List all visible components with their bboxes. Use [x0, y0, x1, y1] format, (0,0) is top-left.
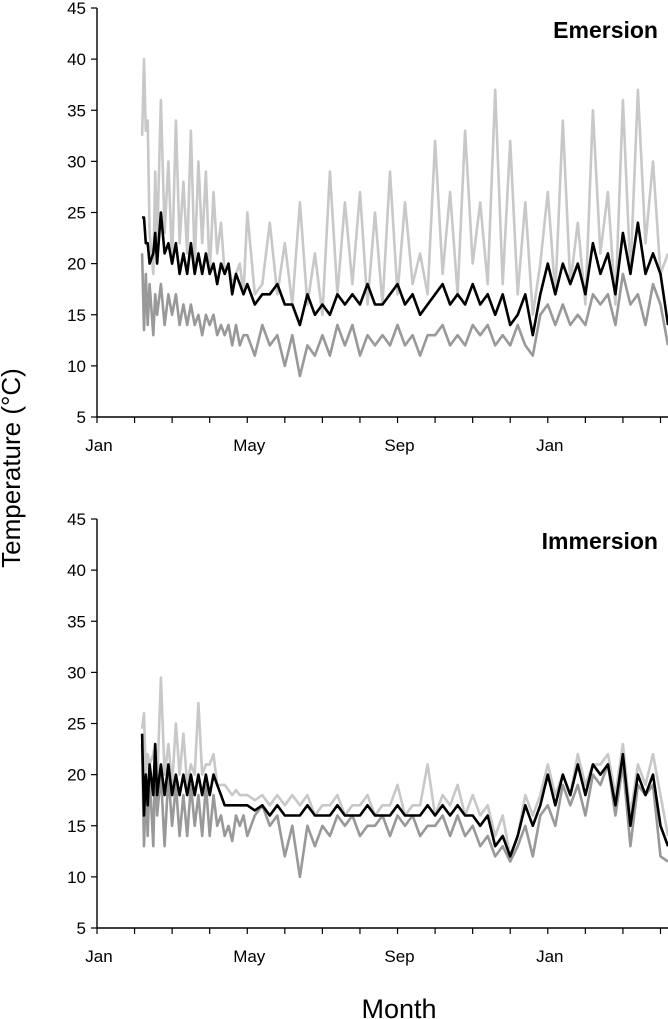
y-tick-label: 30: [67, 152, 86, 171]
y-tick-label: 30: [67, 663, 86, 682]
x-axis-label: Month: [361, 994, 436, 1019]
chart-immersion: 5 10 15 20 25 30 35 40 45 Jan May Sep Jan Immersion: [67, 510, 668, 966]
y-tick-label: 40: [67, 561, 86, 580]
y-tick-label: 25: [67, 204, 86, 223]
y-tick-label: 25: [67, 715, 86, 734]
y-axis-label: Temperature (°C): [0, 368, 26, 568]
y-tick-label: 20: [67, 766, 86, 785]
chart-title: Emersion: [553, 17, 658, 43]
y-tick-label: 10: [67, 868, 86, 887]
y-tick-label: 35: [67, 101, 86, 120]
y-tick-label: 20: [67, 255, 86, 274]
series-line-mean: [142, 211, 668, 337]
y-tick-label: 40: [67, 50, 86, 69]
y-tick-label: 15: [67, 817, 86, 836]
series-line-min: [140, 743, 668, 879]
x-tick-label: May: [233, 436, 266, 455]
chart-emersion: 5 10 15 20 25 30 35 40 45 Jan May Sep Jan Emersion: [67, 0, 668, 455]
series-line-mean: [140, 733, 668, 858]
y-tick-label: 35: [67, 612, 86, 631]
chart-title: Immersion: [542, 528, 658, 554]
x-tick-label: Jan: [85, 947, 112, 966]
x-tick-label: Sep: [384, 436, 414, 455]
x-tick-label: Jan: [536, 947, 563, 966]
y-tick-label: 15: [67, 306, 86, 325]
y-tick-label: 45: [67, 0, 86, 18]
y-tick-label: 10: [67, 357, 86, 376]
y-tick-label: 45: [67, 510, 86, 529]
x-tick-label: Jan: [536, 436, 563, 455]
series-line-max: [140, 676, 668, 858]
y-tick-label: 5: [77, 919, 86, 938]
series-line-min: [140, 253, 668, 378]
x-tick-label: May: [233, 947, 266, 966]
series-line-max: [140, 57, 668, 317]
x-tick-label: Jan: [85, 436, 112, 455]
y-tick-label: 5: [77, 408, 86, 427]
x-tick-label: Sep: [384, 947, 414, 966]
